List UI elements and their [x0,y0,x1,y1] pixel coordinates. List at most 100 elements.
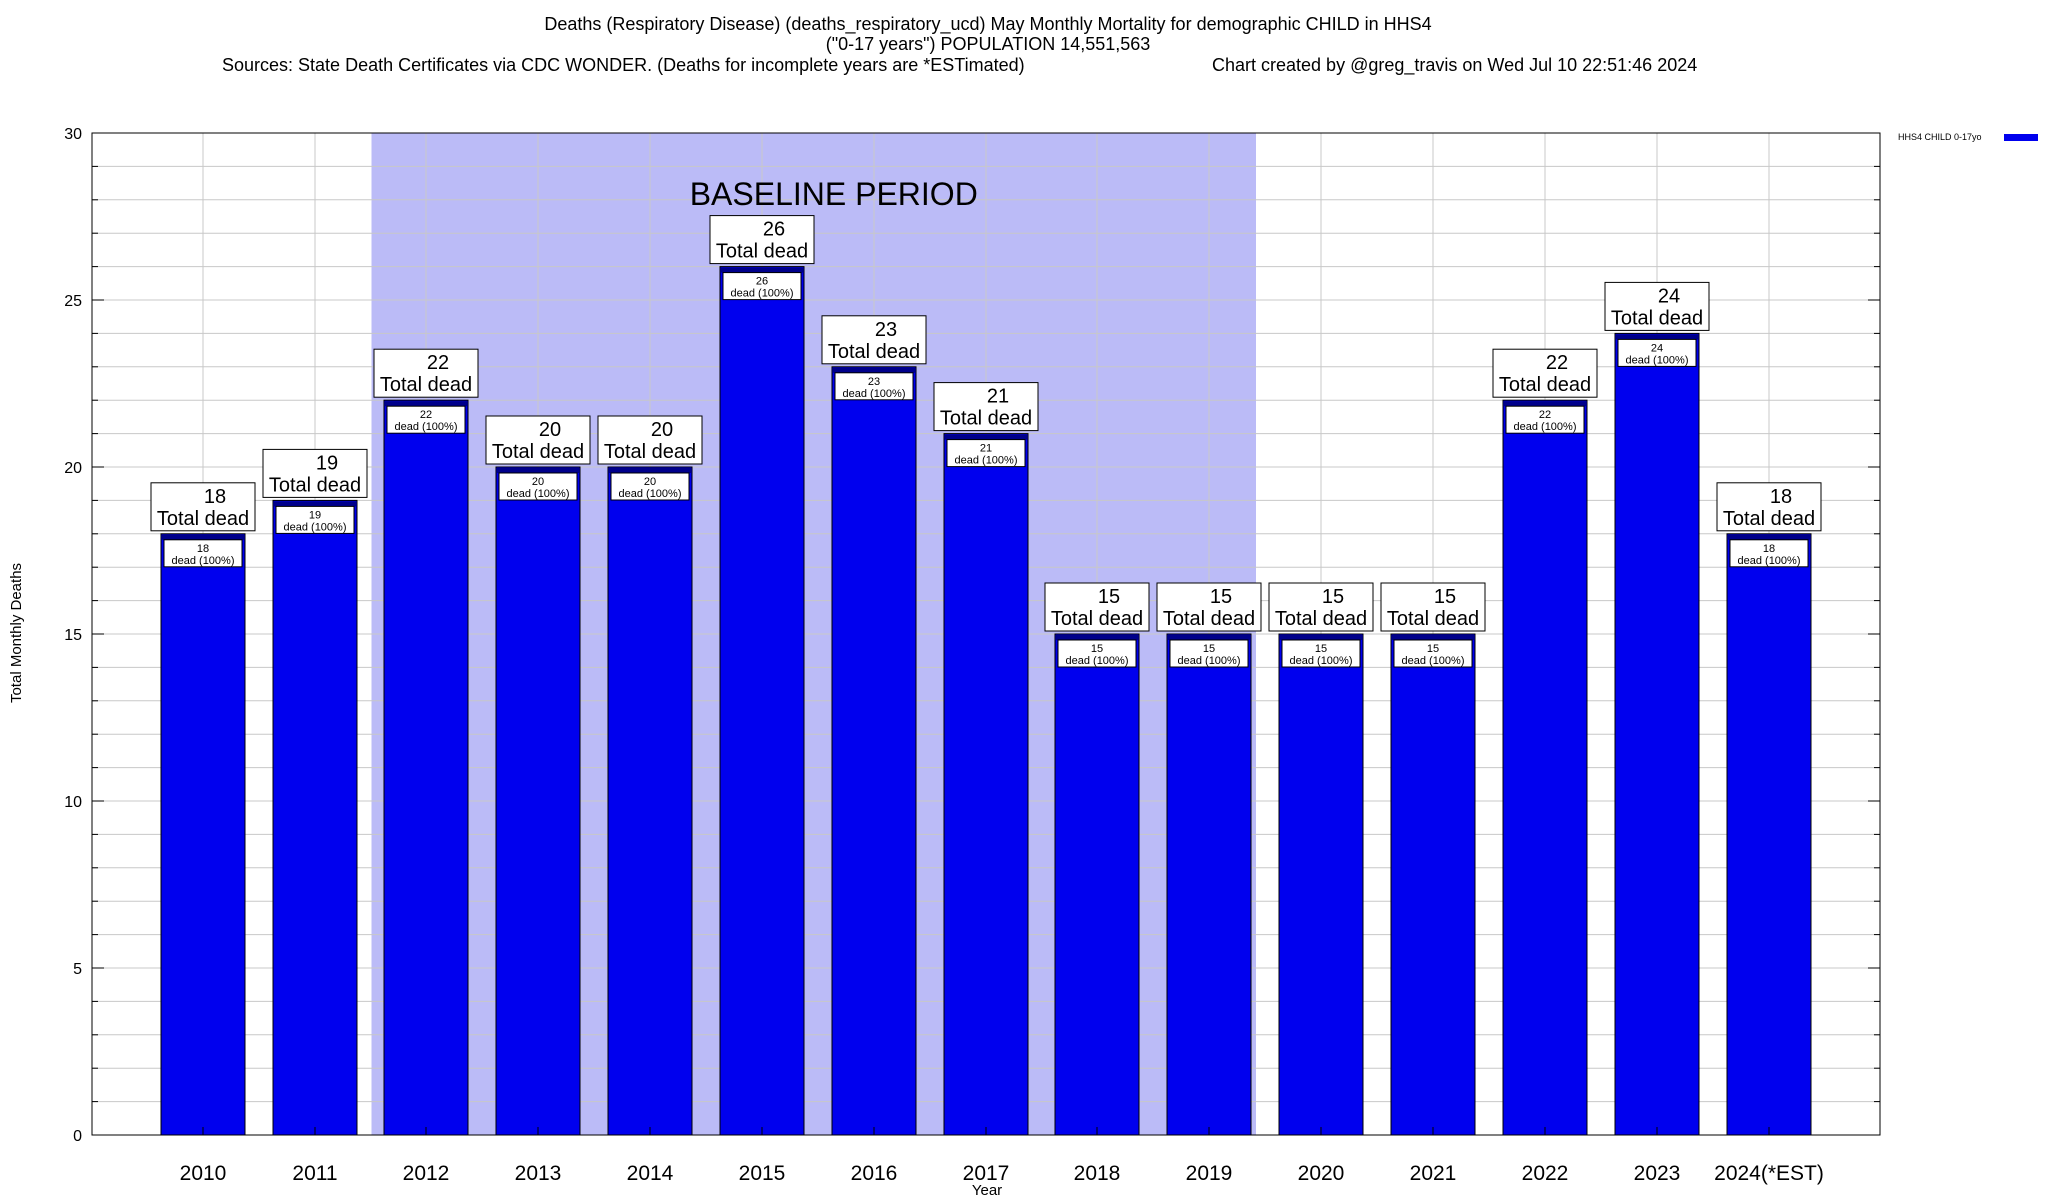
bar-inner-label-box [1729,539,1809,568]
bar-top-value: 20 [651,419,673,441]
bar-top-label: Total dead [1275,608,1367,630]
bar-top-label-box [1044,582,1150,632]
plot-frame [91,132,1881,1136]
bar-inner-label-box [163,539,243,568]
bar-inner-value: 22 [420,409,432,421]
chart-title: Deaths (Respiratory Disease) (deaths_res… [222,14,1697,76]
bar-top-label-box [150,482,256,532]
bar-top-stripe [1392,635,1474,640]
bar-top-label-box [1492,348,1598,398]
bar-inner-value: 15 [1091,643,1103,655]
bar-top-value: 15 [1098,586,1120,608]
bar-top-label: Total dead [157,508,249,530]
title-line-2: ("0-17 years") POPULATION 14,551,563 [826,34,1151,54]
bar-inner-label: dead (100%) [284,521,347,533]
bar-inner-value: 22 [1539,409,1551,421]
bar-inner-label-box [1281,639,1361,668]
bar-top-value: 15 [1210,586,1232,608]
x-tick-label: 2010 [180,1162,227,1185]
bar [1054,633,1140,1136]
bar-inner-label: dead (100%) [1514,421,1577,433]
bar-inner-label: dead (100%) [731,288,794,300]
bar-top-label: Total dead [1163,608,1255,630]
bar-inner-value: 18 [1763,543,1775,555]
bar-top-stripe [945,434,1027,440]
bar [719,266,805,1136]
bar-inner-value: 23 [868,376,880,388]
legend: HHS4 CHILD 0-17yo [1898,132,2038,142]
bar-top-label-box [1268,582,1374,632]
bar-top-stripe [1056,635,1138,640]
bar-top-value: 23 [875,319,897,341]
bar-top-label-box [1380,582,1486,632]
bar-inner-label: dead (100%) [843,388,906,400]
bar-inner-label-box [1617,338,1697,367]
bar-inner-label-box [498,472,578,501]
bar-top-label: Total dead [1051,608,1143,630]
bar-top-value: 21 [987,386,1009,408]
x-tick-label: 2020 [1298,1162,1345,1185]
bar-inner-value: 15 [1315,643,1327,655]
bar-top-value: 18 [204,486,226,508]
bar-inner-label: dead (100%) [1178,655,1241,667]
x-tick-label: 2022 [1522,1162,1569,1185]
bar-top-label-box [709,215,815,265]
bar-top-value: 20 [539,419,561,441]
bar-inner-value: 15 [1203,643,1215,655]
bar-top-value: 15 [1322,586,1344,608]
bar-top-stripe [162,534,244,540]
bar-top-label-box [821,315,927,365]
bar-top-stripe [609,468,691,473]
y-tick-label: 5 [73,961,82,978]
bar-inner-label-box [1505,405,1585,434]
y-tick-label: 20 [64,460,82,477]
bar-top-label: Total dead [1611,307,1703,329]
bar-top-label: Total dead [269,474,361,496]
bar [272,499,358,1136]
bar-top-label-box [1716,482,1822,532]
bar [943,433,1029,1136]
bar-inner-label-box [275,505,355,534]
y-tick-label: 15 [64,627,82,644]
bar-top-stripe [1280,635,1362,640]
bar-inner-value: 21 [980,443,992,455]
x-tick-label: 2019 [1186,1162,1233,1185]
y-tick-label: 30 [64,126,82,143]
bar-top-stripe [1504,401,1586,407]
y-axis-title: Total Monthly Deaths [8,563,25,703]
bar-top-label: Total dead [380,374,472,396]
y-tick-label: 25 [64,293,82,310]
bar-top-label: Total dead [828,341,920,363]
bar-top-stripe [1616,334,1698,340]
x-tick-label: 2011 [292,1162,337,1185]
bar [607,466,693,1136]
bar-top-label-box [1604,281,1710,331]
bar [383,399,469,1136]
bar-inner-label: dead (100%) [1402,655,1465,667]
bar-top-label: Total dead [604,441,696,463]
bar-top-label-box [597,415,703,465]
bar-top-value: 15 [1434,586,1456,608]
bar-inner-label: dead (100%) [507,488,570,500]
bar-top-label-box [933,382,1039,432]
bar-top-label: Total dead [492,441,584,463]
bar-top-stripe [721,267,803,273]
bar-inner-label: dead (100%) [1626,354,1689,366]
x-tick-label: 2018 [1074,1162,1121,1185]
y-tick-label: 10 [64,794,82,811]
bar-top-stripe [274,501,356,507]
bar-inner-label: dead (100%) [1290,655,1353,667]
bar-top-value: 22 [427,352,449,374]
x-tick-label: 2017 [963,1162,1010,1185]
title-line-3-left: Sources: State Death Certificates via CD… [222,55,1025,75]
bar-inner-value: 24 [1651,342,1663,354]
bar-inner-label-box [1393,639,1473,668]
x-tick-label: 2013 [515,1162,562,1185]
bar-top-label: Total dead [1723,508,1815,530]
bar-inner-label: dead (100%) [955,455,1018,467]
bar-inner-label: dead (100%) [619,488,682,500]
bar-inner-label: dead (100%) [1066,655,1129,667]
bar [1166,633,1252,1136]
bar [1614,332,1700,1136]
